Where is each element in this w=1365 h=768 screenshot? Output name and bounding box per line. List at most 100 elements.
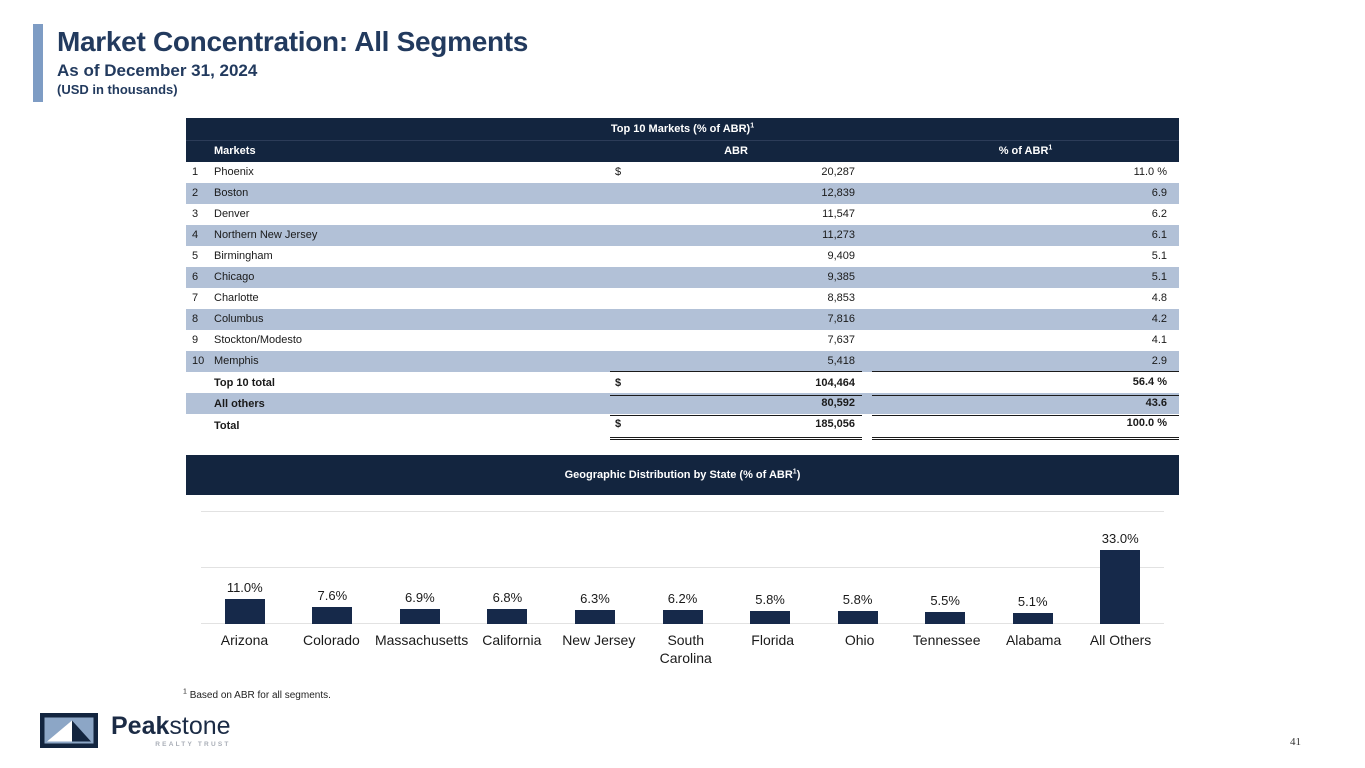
row-pct-value: 5.1 bbox=[1151, 271, 1167, 283]
row-pct-value: 6.1 bbox=[1151, 229, 1167, 241]
footnote: 1 Based on ABR for all segments. bbox=[183, 689, 331, 701]
bar-value-label: 6.9% bbox=[405, 590, 435, 605]
bar-value-label: 6.2% bbox=[667, 591, 698, 606]
row-abr-cell: 11,547 bbox=[610, 204, 862, 225]
abr-value: 8,853 bbox=[827, 292, 855, 304]
peakstone-mountain-icon bbox=[40, 713, 98, 748]
category-label: All Others bbox=[1089, 632, 1152, 648]
bar bbox=[662, 610, 703, 624]
category-label: Ohio bbox=[844, 632, 875, 648]
category-label: Tennessee bbox=[912, 632, 981, 648]
brand-text: Peakstone REALTY TRUST bbox=[111, 713, 231, 748]
category-label: South Carolina bbox=[659, 632, 712, 667]
dollar-sign: $ bbox=[615, 377, 622, 389]
chart-plot-area: 11.0% 7.6% 6.9% 6.8% 6.3% 6.2% 5.8% 5.8% 5.5% 5.1… bbox=[201, 508, 1164, 624]
row-market: Chicago bbox=[214, 271, 255, 283]
row-abr-cell: 5,418 bbox=[610, 351, 862, 372]
column-header-markets: Markets bbox=[214, 145, 256, 157]
row-market: Columbus bbox=[214, 313, 264, 325]
bar-value-label: 6.3% bbox=[580, 591, 610, 606]
column-header-pct-footnote-ref: 1 bbox=[1048, 144, 1053, 152]
total-pct-value: 43.6 bbox=[872, 393, 1179, 416]
bar-column: 5.1% bbox=[989, 594, 1077, 624]
row-abr-cell: 11,273 bbox=[610, 225, 862, 246]
row-rank: 2 bbox=[192, 187, 199, 199]
row-pct-value: 6.9 bbox=[1151, 187, 1167, 199]
row-rank: 4 bbox=[192, 229, 199, 241]
category-label: Alabama bbox=[1005, 632, 1062, 648]
row-pct-value: 11.0 % bbox=[1133, 166, 1167, 178]
bar bbox=[224, 599, 265, 624]
bar bbox=[1100, 550, 1141, 624]
row-abr-cell: 7,637 bbox=[610, 330, 862, 351]
brand-tagline: REALTY TRUST bbox=[155, 740, 231, 748]
category-label: New Jersey bbox=[562, 632, 636, 648]
abr-value: 80,592 bbox=[821, 397, 855, 409]
abr-value: 9,409 bbox=[827, 250, 855, 262]
row-abr-cell: 7,816 bbox=[610, 309, 862, 330]
table-totals: Top 10 total $104,464 56.4 % All others 80,5… bbox=[186, 371, 1179, 440]
abr-value: 11,547 bbox=[822, 208, 855, 220]
bar bbox=[399, 609, 440, 624]
units-note: (USD in thousands) bbox=[57, 82, 178, 97]
bar-value-label: 33.0% bbox=[1101, 531, 1139, 546]
bar-column: 5.8% bbox=[814, 592, 902, 624]
chart-title-band: Geographic Distribution by State (% of A… bbox=[186, 455, 1179, 495]
column-header-pct: % of ABR1 bbox=[998, 144, 1053, 157]
geographic-distribution-chart: 11.0% 7.6% 6.9% 6.8% 6.3% 6.2% 5.8% 5.8% 5.5% 5.1… bbox=[186, 508, 1179, 667]
bar-column: 6.2% bbox=[639, 591, 727, 624]
bar-value-label: 11.0% bbox=[226, 580, 263, 595]
table-column-headers: Markets ABR % of ABR1 bbox=[186, 141, 1179, 162]
total-abr-cell: 80,592 bbox=[610, 393, 862, 416]
abr-value: 185,056 bbox=[815, 418, 855, 430]
title-accent-bar bbox=[33, 24, 43, 102]
top-markets-table: Top 10 Markets (% of ABR)1 Markets ABR %… bbox=[186, 118, 1179, 440]
gridline-25pct bbox=[201, 567, 1164, 568]
page-title: Market Concentration: All Segments bbox=[57, 26, 529, 57]
column-header-abr: ABR bbox=[724, 145, 748, 157]
bar-column: 33.0% bbox=[1076, 531, 1164, 624]
row-pct-value: 6.2 bbox=[1151, 208, 1167, 220]
bar bbox=[837, 611, 878, 624]
abr-value: 11,273 bbox=[822, 229, 855, 241]
bar bbox=[574, 610, 615, 624]
row-pct-value: 4.1 bbox=[1151, 334, 1167, 346]
total-abr-cell: $104,464 bbox=[610, 371, 862, 396]
bar-value-label: 5.8% bbox=[842, 592, 873, 607]
bar-column: 6.8% bbox=[464, 590, 552, 624]
row-abr-cell: 12,839 bbox=[610, 183, 862, 204]
table-row: 8 Columbus 7,816 4.2 bbox=[186, 309, 1179, 330]
table-row: 2 Boston 12,839 6.9 bbox=[186, 183, 1179, 204]
bar-column: 7.6% bbox=[289, 588, 377, 624]
bar-value-label: 6.8% bbox=[492, 590, 523, 605]
row-market: Memphis bbox=[214, 355, 259, 367]
table-total-row: All others 80,592 43.6 bbox=[186, 393, 1179, 416]
bars-container: 11.0% 7.6% 6.9% 6.8% 6.3% 6.2% 5.8% 5.8% 5.5% 5.1… bbox=[201, 508, 1164, 624]
abr-value: 9,385 bbox=[827, 271, 855, 283]
dollar-sign: $ bbox=[615, 418, 622, 430]
row-pct-value: 4.2 bbox=[1151, 313, 1167, 325]
bar-column: 5.8% bbox=[726, 592, 814, 624]
bar-column: 5.5% bbox=[901, 593, 989, 624]
table-row: 7 Charlotte 8,853 4.8 bbox=[186, 288, 1179, 309]
row-pct-value: 4.8 bbox=[1151, 292, 1167, 304]
bar-value-label: 5.1% bbox=[1017, 594, 1048, 609]
bar bbox=[487, 609, 528, 624]
chart-title-footnote-ref: 1 bbox=[792, 468, 797, 476]
table-title: Top 10 Markets (% of ABR) bbox=[610, 123, 751, 135]
table-total-row: Top 10 total $104,464 56.4 % bbox=[186, 371, 1179, 396]
row-rank: 10 bbox=[192, 355, 205, 367]
row-market: Boston bbox=[214, 187, 249, 199]
bar bbox=[312, 607, 353, 624]
row-abr-cell: 9,385 bbox=[610, 267, 862, 288]
bar-column: 11.0% bbox=[201, 580, 289, 624]
row-abr-cell: 8,853 bbox=[610, 288, 862, 309]
table-total-row: Total $185,056 100.0 % bbox=[186, 414, 1179, 440]
abr-value: 5,418 bbox=[827, 355, 855, 367]
table-row: 4 Northern New Jersey 11,273 6.1 bbox=[186, 225, 1179, 246]
row-market: Phoenix bbox=[214, 166, 254, 178]
category-label: California bbox=[482, 632, 542, 648]
table-title-footnote-ref: 1 bbox=[750, 122, 755, 130]
abr-value: 20,287 bbox=[821, 166, 855, 178]
bar bbox=[925, 612, 966, 624]
